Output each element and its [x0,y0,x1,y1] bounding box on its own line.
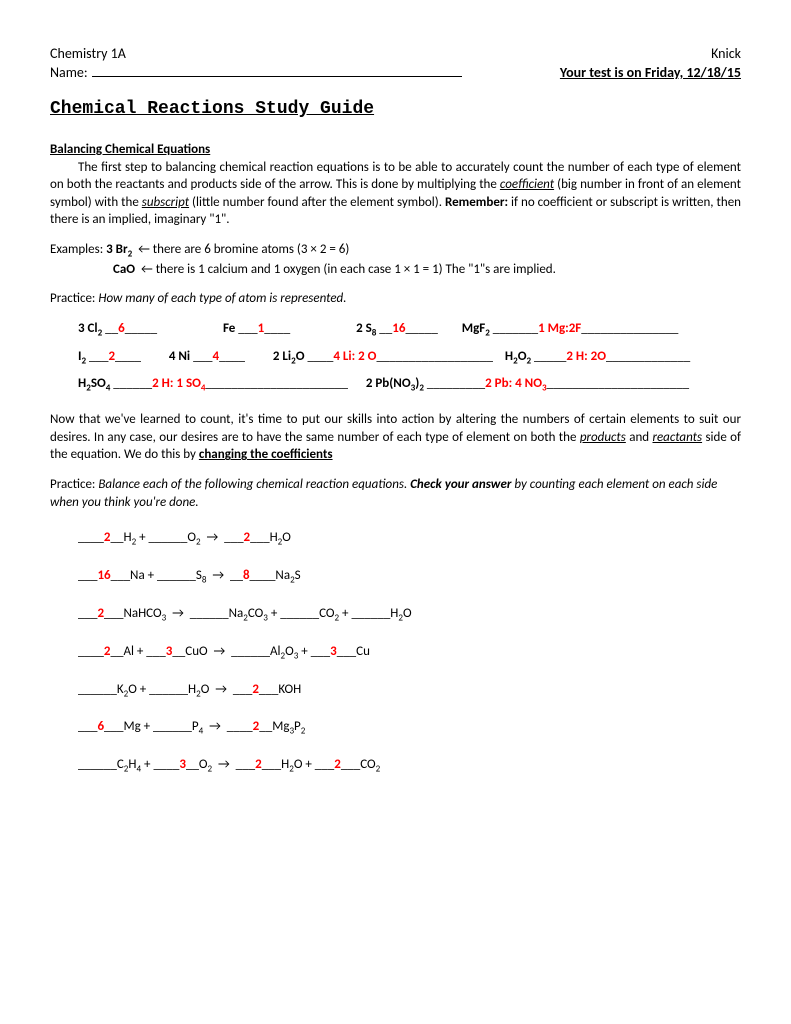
page-title: Chemical Reactions Study Guide [50,97,741,121]
header: Chemistry 1A Knick [50,45,741,64]
eq6: ___6___Mg + ______P4 → ____2__Mg3P2 [78,718,741,738]
course-name: Chemistry 1A [50,45,126,64]
section-header: Balancing Chemical Equations [50,141,741,159]
name-row: Name: Your test is on Friday, 12/18/15 [50,64,741,83]
eq1: ____2__H2 + ______O2 → ___2___H2O [78,529,741,549]
examples-block: Examples: 3 Br2 ← there are 6 bromine at… [50,241,741,278]
teacher-name: Knick [711,45,741,64]
name-blank [92,76,462,77]
eq3: ___2___NaHCO3 → ______Na2CO3 + ______CO2… [78,605,741,625]
eq2: ___16___Na + ______S8 → __8____Na2S [78,567,741,587]
eq7: ______C2H4 + ____3__O2 → ___2___H2O + __… [78,756,741,776]
practice2-prompt: Practice: Balance each of the following … [50,476,741,511]
intro-paragraph: The first step to balancing chemical rea… [50,159,741,229]
name-label: Name: [50,64,88,81]
eq4: ____2__Al + ___3__CuO → ______Al2O3 + __… [78,643,741,663]
section2-para: Now that we've learned to count, it's ti… [50,411,741,464]
practice-row-2: I2 ___2____ 4 Ni ___4____ 2 Li2O ____4 L… [78,348,741,368]
eq5: ______K2O + ______H2O → ___2___KOH [78,681,741,701]
practice-row-3: H2SO4 ______2 H: 1 SO4__________________… [78,375,741,395]
test-date: Your test is on Friday, 12/18/15 [560,64,741,83]
practice-row-1: 3 Cl2 __6_____ Fe ___1____ 2 S8 __16____… [78,320,741,340]
practice1-prompt: Practice: How many of each type of atom … [50,290,741,308]
